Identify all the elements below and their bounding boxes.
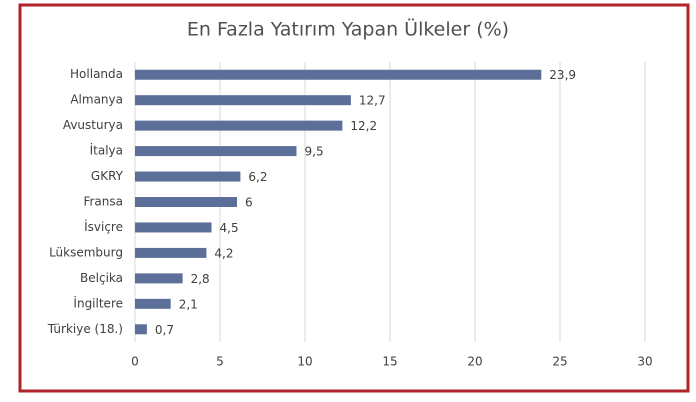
x-tick-label: 20 [467,355,482,369]
frame [18,3,690,393]
bar [135,171,241,182]
bar [135,247,207,258]
y-tick-label: Türkiye (18.) [47,322,123,336]
x-tick-label: 5 [216,355,224,369]
bar [135,120,343,131]
bar [135,298,171,309]
y-tick-label: Avusturya [63,118,123,132]
data-label: 6,2 [248,170,267,184]
bar [135,95,351,106]
y-tick-label: Hollanda [70,67,123,81]
y-tick-label: İngiltere [73,295,123,310]
data-label: 23,9 [549,68,576,82]
y-tick-label: Almanya [70,93,123,107]
x-tick-label: 25 [552,355,567,369]
bar [135,69,542,80]
y-tick-label: Belçika [80,271,123,285]
x-tick-label: 0 [131,355,139,369]
bar [135,222,212,233]
data-label: 12,7 [359,94,386,108]
data-label: 9,5 [305,145,324,159]
data-label: 12,2 [350,119,377,133]
bar [135,146,297,157]
data-label: 2,1 [179,297,198,311]
bar [135,324,147,335]
bar [135,273,183,284]
data-label: 4,5 [220,221,239,235]
y-tick-label: İtalya [90,143,123,158]
data-label: 4,2 [214,246,233,260]
y-tick-label: Lüksemburg [49,245,123,259]
y-tick-label: İsviçre [84,219,123,234]
y-tick-label: GKRY [91,169,124,183]
data-label: 0,7 [155,323,174,337]
x-tick-label: 30 [637,355,652,369]
bar [135,197,237,207]
y-tick-label: Fransa [83,195,123,209]
chart-title: En Fazla Yatırım Yapan Ülkeler (%) [187,18,509,41]
data-label: 6 [245,196,253,210]
x-tick-label: 10 [297,355,312,369]
data-label: 2,8 [191,272,210,286]
x-tick-label: 15 [382,355,397,369]
